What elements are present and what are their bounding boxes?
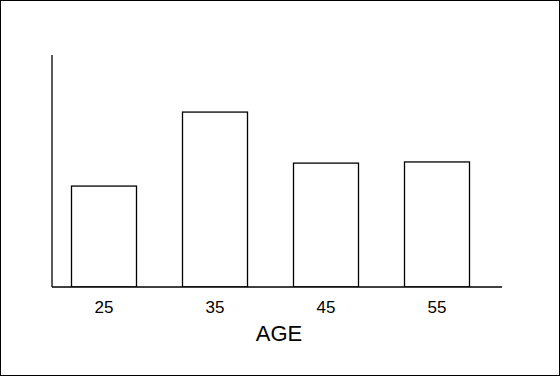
x-tick-label: 55: [428, 298, 447, 317]
x-tick-label: 45: [317, 298, 336, 317]
bars: [72, 112, 470, 287]
x-axis: [52, 286, 502, 287]
x-axis-label: AGE: [256, 321, 302, 346]
x-tick-label: 35: [206, 298, 225, 317]
bar: [72, 186, 137, 287]
bar: [294, 163, 359, 287]
chart-container: 25 35 45 55 AGE: [0, 0, 560, 376]
frame: [1, 1, 560, 376]
bar: [405, 162, 470, 287]
chart-svg: 25 35 45 55 AGE: [0, 0, 560, 376]
y-axis: [51, 55, 52, 287]
bar: [183, 112, 248, 287]
x-tick-label: 25: [95, 298, 114, 317]
